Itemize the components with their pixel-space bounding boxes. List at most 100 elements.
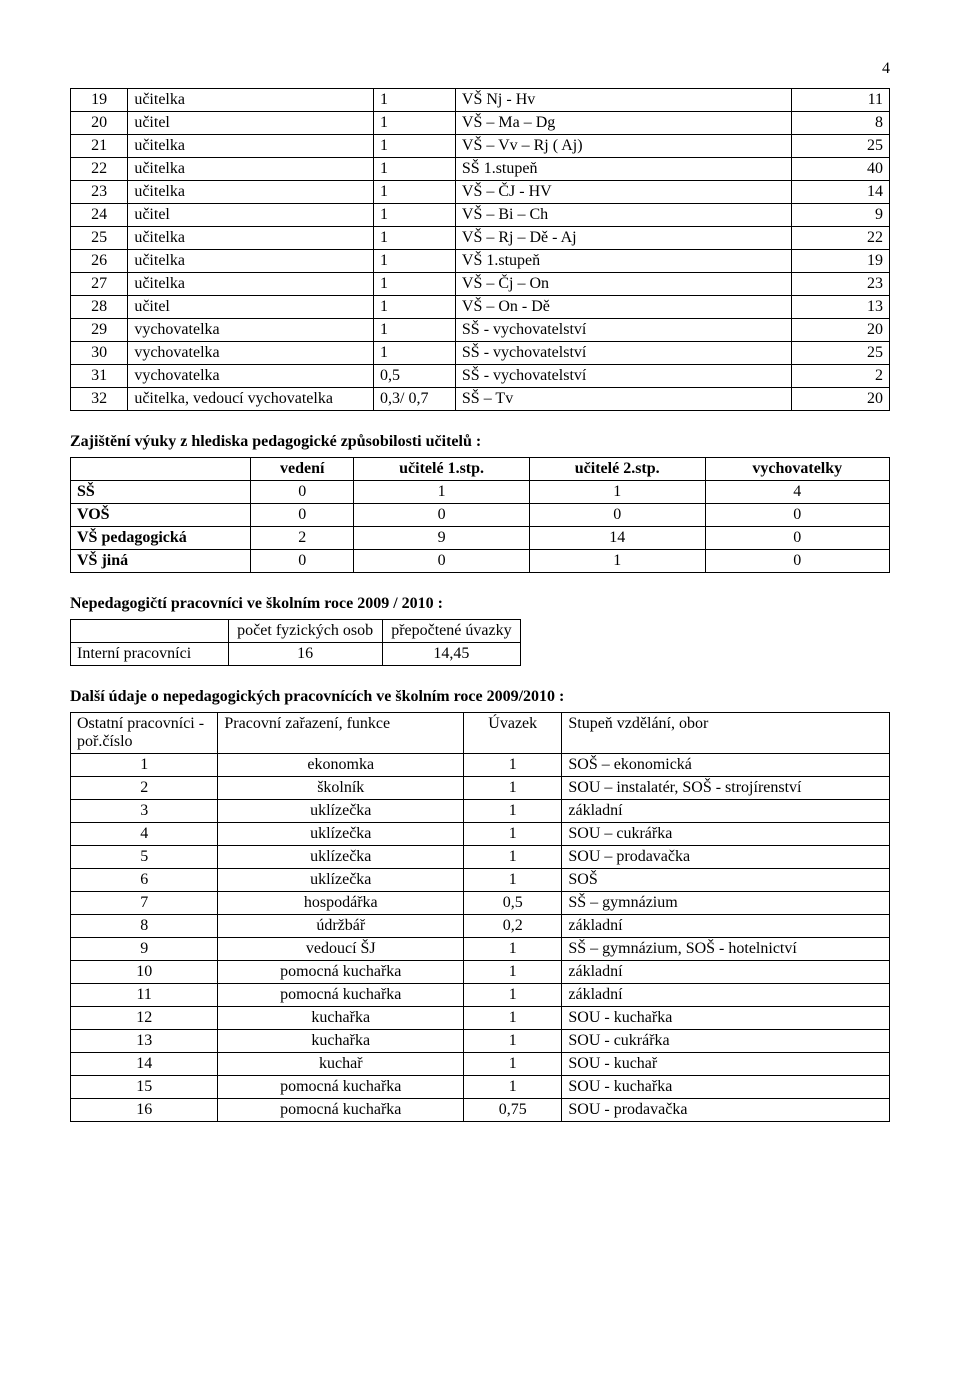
page-number: 4: [70, 60, 890, 78]
t4-edu: SOU - cukrářka: [562, 1030, 890, 1053]
table-row: 27učitelka1VŠ – Čj – On23: [71, 273, 890, 296]
cell-role: učitel: [128, 204, 374, 227]
cell-role: učitelka: [128, 158, 374, 181]
t4-uvazek: 1: [464, 846, 562, 869]
table-nonped-detail: Ostatní pracovníci - poř.číslo Pracovní …: [70, 712, 890, 1122]
table-row: 5uklízečka1SOU – prodavačka: [71, 846, 890, 869]
t4-role: údržbář: [218, 915, 464, 938]
t4-col-num: Ostatní pracovníci - poř.číslo: [71, 713, 218, 754]
cell-desc: VŠ – Vv – Rj ( Aj): [455, 135, 791, 158]
cell-num: 24: [71, 204, 128, 227]
table-row: 21učitelka1VŠ – Vv – Rj ( Aj)25: [71, 135, 890, 158]
table-row: 30 vychovatelka1SŠ - vychovatelství25: [71, 342, 890, 365]
t4-edu: SOŠ – ekonomická: [562, 754, 890, 777]
t2-cell: 0: [251, 504, 354, 527]
t2-row-label: VŠ jiná: [71, 550, 251, 573]
t2-cell: 9: [354, 527, 530, 550]
cell-val: 19: [791, 250, 889, 273]
t4-uvazek: 0,2: [464, 915, 562, 938]
cell-val: 2: [791, 365, 889, 388]
cell-val: 20: [791, 388, 889, 411]
t4-uvazek: 0,75: [464, 1099, 562, 1122]
t4-edu: základní: [562, 961, 890, 984]
cell-role: vychovatelka: [128, 319, 374, 342]
t4-num: 13: [71, 1030, 218, 1053]
table-row: 15pomocná kuchařka1SOU - kuchařka: [71, 1076, 890, 1099]
cell-val: 25: [791, 135, 889, 158]
t4-role: hospodářka: [218, 892, 464, 915]
t2-cell: 0: [354, 550, 530, 573]
table-row: 32učitelka, vedoucí vychovatelka0,3/ 0,7…: [71, 388, 890, 411]
t2-cell: 4: [705, 481, 889, 504]
heading-nonped: Nepedagogičtí pracovníci ve školním roce…: [70, 595, 890, 613]
cell-num: 29: [71, 319, 128, 342]
cell-num: 23: [71, 181, 128, 204]
t4-uvazek: 1: [464, 984, 562, 1007]
table-row: SŠ0114: [71, 481, 890, 504]
table-row: 1ekonomka1SOŠ – ekonomická: [71, 754, 890, 777]
cell-role: učitelka: [128, 181, 374, 204]
t4-role: pomocná kuchařka: [218, 984, 464, 1007]
t4-edu: SOŠ: [562, 869, 890, 892]
table-row: 20učitel1VŠ – Ma – Dg8: [71, 112, 890, 135]
cell-desc: VŠ – On - Dě: [455, 296, 791, 319]
t2-row-label: SŠ: [71, 481, 251, 504]
table-row: 6uklízečka1SOŠ: [71, 869, 890, 892]
cell-val: 11: [791, 89, 889, 112]
t4-edu: základní: [562, 915, 890, 938]
t4-edu: SOU - kuchař: [562, 1053, 890, 1076]
t3-col: přepočtené úvazky: [382, 620, 520, 643]
t4-role: kuchařka: [218, 1007, 464, 1030]
table-row: 25učitelka1VŠ – Rj – Dě - Aj22: [71, 227, 890, 250]
t2-col: učitelé 1.stp.: [354, 458, 530, 481]
table-row: 2školník1SOU – instalatér, SOŠ - strojír…: [71, 777, 890, 800]
t2-cell: 1: [529, 481, 705, 504]
cell-num: 30: [71, 342, 128, 365]
t4-uvazek: 1: [464, 869, 562, 892]
table-row: 23učitelka1VŠ – ČJ - HV14: [71, 181, 890, 204]
t4-uvazek: 1: [464, 1076, 562, 1099]
t2-col: učitelé 2.stp.: [529, 458, 705, 481]
cell-uvazek: 1: [374, 135, 456, 158]
t4-num: 5: [71, 846, 218, 869]
cell-role: učitelka: [128, 227, 374, 250]
t3-row-label: Interní pracovníci: [71, 643, 229, 666]
cell-desc: VŠ – Čj – On: [455, 273, 791, 296]
cell-desc: VŠ – Rj – Dě - Aj: [455, 227, 791, 250]
t2-col: vedení: [251, 458, 354, 481]
cell-uvazek: 1: [374, 181, 456, 204]
table-row: 19učitelka1VŠ Nj - Hv11: [71, 89, 890, 112]
t4-edu: SOU - kuchařka: [562, 1007, 890, 1030]
cell-uvazek: 1: [374, 204, 456, 227]
cell-desc: VŠ – Bi – Ch: [455, 204, 791, 227]
table-row: 9vedoucí ŠJ1SŠ – gymnázium, SOŠ - hoteln…: [71, 938, 890, 961]
t2-cell: 0: [354, 504, 530, 527]
t2-cell: 0: [251, 550, 354, 573]
t2-cell: 14: [529, 527, 705, 550]
table-nonped-count: počet fyzických osobpřepočtené úvazky In…: [70, 619, 521, 666]
cell-num: 21: [71, 135, 128, 158]
table-row: 11pomocná kuchařka1základní: [71, 984, 890, 1007]
cell-num: 28: [71, 296, 128, 319]
t4-edu: SOU - prodavačka: [562, 1099, 890, 1122]
t4-role: kuchař: [218, 1053, 464, 1076]
cell-role: učitelka: [128, 273, 374, 296]
cell-role: vychovatelka: [128, 342, 374, 365]
t4-edu: základní: [562, 800, 890, 823]
t4-num: 3: [71, 800, 218, 823]
cell-desc: SŠ 1.stupeň: [455, 158, 791, 181]
t2-cell: 2: [251, 527, 354, 550]
table-row: 14kuchař1SOU - kuchař: [71, 1053, 890, 1076]
cell-role: učitel: [128, 112, 374, 135]
heading-qualification: Zajištění výuky z hlediska pedagogické z…: [70, 433, 890, 451]
t4-edu: SOU - kuchařka: [562, 1076, 890, 1099]
t4-edu: SOU – prodavačka: [562, 846, 890, 869]
t4-num: 4: [71, 823, 218, 846]
t4-uvazek: 1: [464, 938, 562, 961]
cell-role: učitelka: [128, 89, 374, 112]
cell-val: 40: [791, 158, 889, 181]
t4-col-role: Pracovní zařazení, funkce: [218, 713, 464, 754]
t4-edu: SŠ – gymnázium, SOŠ - hotelnictví: [562, 938, 890, 961]
t4-uvazek: 1: [464, 777, 562, 800]
t4-uvazek: 1: [464, 754, 562, 777]
